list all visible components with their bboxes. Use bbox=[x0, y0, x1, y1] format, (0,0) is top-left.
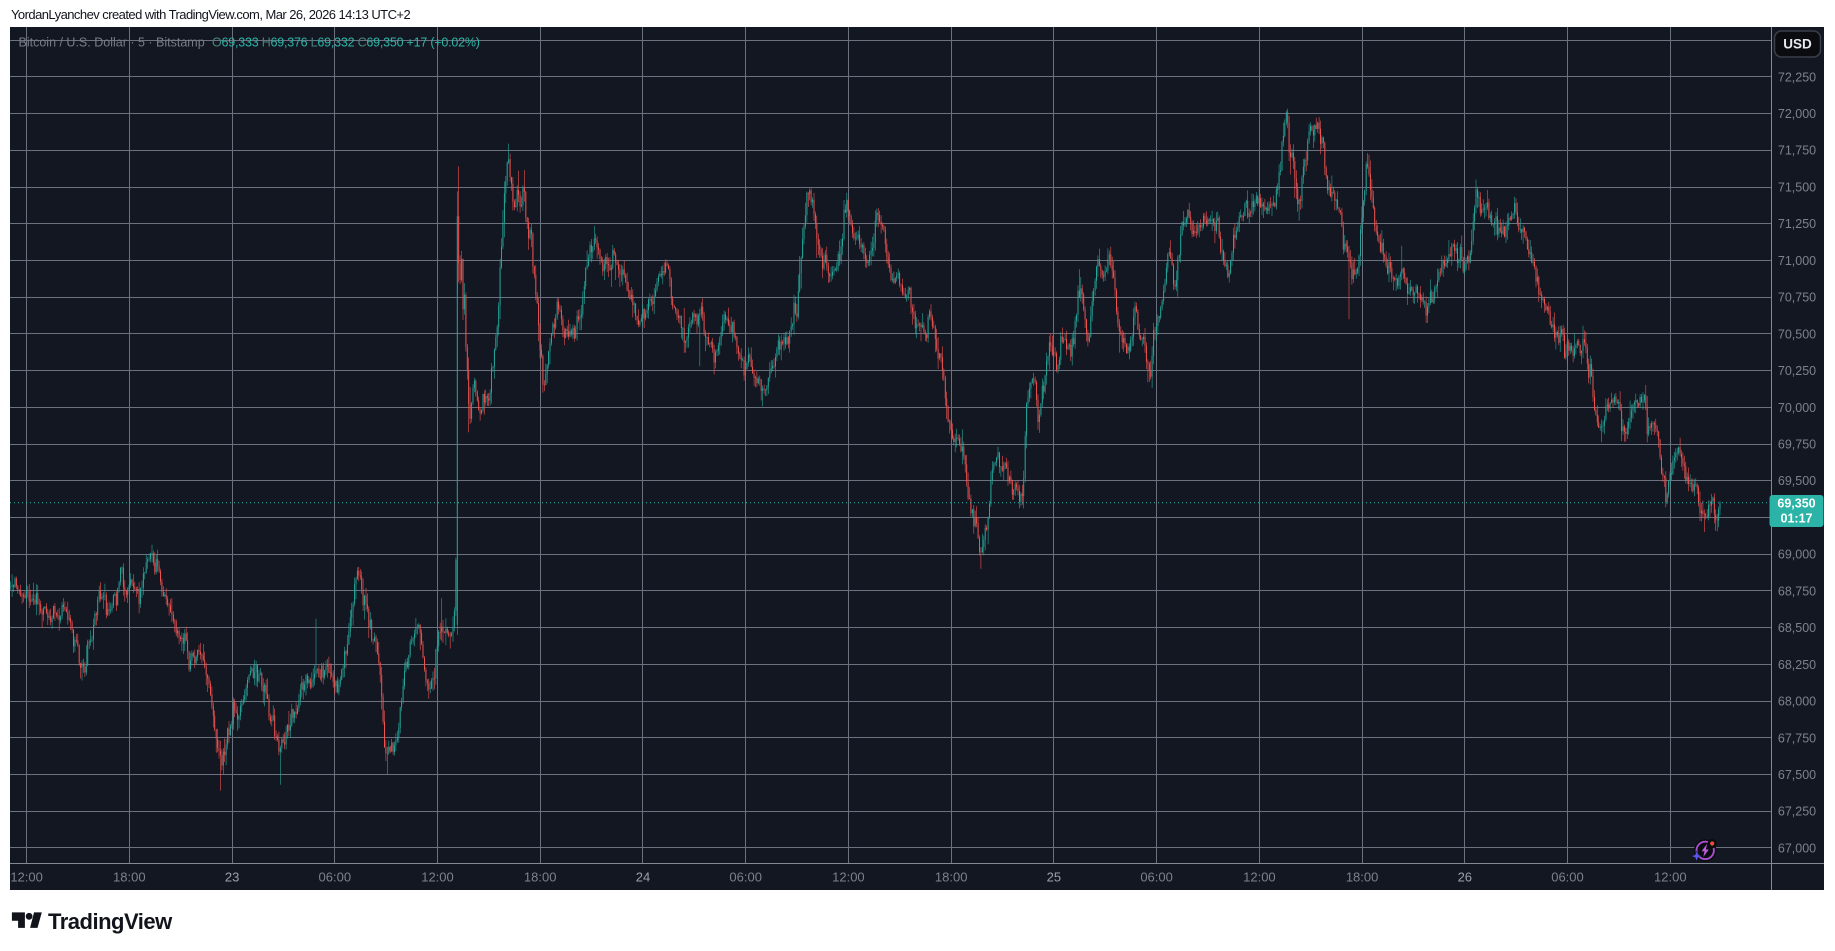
svg-text:23: 23 bbox=[225, 870, 239, 885]
svg-text:26: 26 bbox=[1458, 870, 1472, 885]
svg-text:71,750: 71,750 bbox=[1778, 144, 1816, 158]
svg-text:68,250: 68,250 bbox=[1778, 658, 1816, 672]
svg-text:06:00: 06:00 bbox=[319, 870, 352, 885]
svg-text:68,500: 68,500 bbox=[1778, 621, 1816, 635]
svg-text:06:00: 06:00 bbox=[729, 870, 762, 885]
svg-text:69,350: 69,350 bbox=[1777, 497, 1815, 511]
svg-text:70,750: 70,750 bbox=[1778, 291, 1816, 305]
svg-text:67,500: 67,500 bbox=[1778, 768, 1816, 782]
svg-text:06:00: 06:00 bbox=[1551, 870, 1584, 885]
svg-text:18:00: 18:00 bbox=[524, 870, 557, 885]
svg-text:01:17: 01:17 bbox=[1781, 512, 1813, 526]
svg-text:69,500: 69,500 bbox=[1778, 474, 1816, 488]
svg-text:72,000: 72,000 bbox=[1778, 107, 1816, 121]
svg-text:Bitcoin / U.S. Dollar · 5 · Bi: Bitcoin / U.S. Dollar · 5 · Bitstamp bbox=[19, 36, 205, 50]
svg-text:12:00: 12:00 bbox=[10, 870, 43, 885]
svg-text:18:00: 18:00 bbox=[113, 870, 146, 885]
svg-text:12:00: 12:00 bbox=[421, 870, 454, 885]
svg-text:67,750: 67,750 bbox=[1778, 731, 1816, 745]
svg-text:12:00: 12:00 bbox=[832, 870, 865, 885]
svg-text:TradingView: TradingView bbox=[48, 909, 173, 934]
svg-text:69,750: 69,750 bbox=[1778, 438, 1816, 452]
svg-text:24: 24 bbox=[636, 870, 650, 885]
svg-text:68,000: 68,000 bbox=[1778, 695, 1816, 709]
svg-text:72,250: 72,250 bbox=[1778, 70, 1816, 84]
svg-text:69,000: 69,000 bbox=[1778, 548, 1816, 562]
svg-text:06:00: 06:00 bbox=[1140, 870, 1173, 885]
svg-text:68,750: 68,750 bbox=[1778, 584, 1816, 598]
svg-text:12:00: 12:00 bbox=[1243, 870, 1276, 885]
svg-text:O69,333 H69,376 L69,332 C69,35: O69,333 H69,376 L69,332 C69,350 +17 (+0.… bbox=[212, 36, 480, 50]
svg-text:71,000: 71,000 bbox=[1778, 254, 1816, 268]
svg-text:12:00: 12:00 bbox=[1654, 870, 1687, 885]
svg-text:18:00: 18:00 bbox=[935, 870, 968, 885]
svg-text:67,250: 67,250 bbox=[1778, 805, 1816, 819]
svg-text:70,250: 70,250 bbox=[1778, 364, 1816, 378]
svg-text:71,500: 71,500 bbox=[1778, 181, 1816, 195]
svg-text:YordanLyanchev created with Tr: YordanLyanchev created with TradingView.… bbox=[11, 7, 410, 22]
svg-text:25: 25 bbox=[1047, 870, 1061, 885]
svg-text:70,000: 70,000 bbox=[1778, 401, 1816, 415]
svg-text:18:00: 18:00 bbox=[1346, 870, 1379, 885]
svg-text:67,000: 67,000 bbox=[1778, 841, 1816, 855]
svg-text:USD: USD bbox=[1783, 37, 1812, 52]
svg-text:70,500: 70,500 bbox=[1778, 327, 1816, 341]
svg-text:71,250: 71,250 bbox=[1778, 217, 1816, 231]
